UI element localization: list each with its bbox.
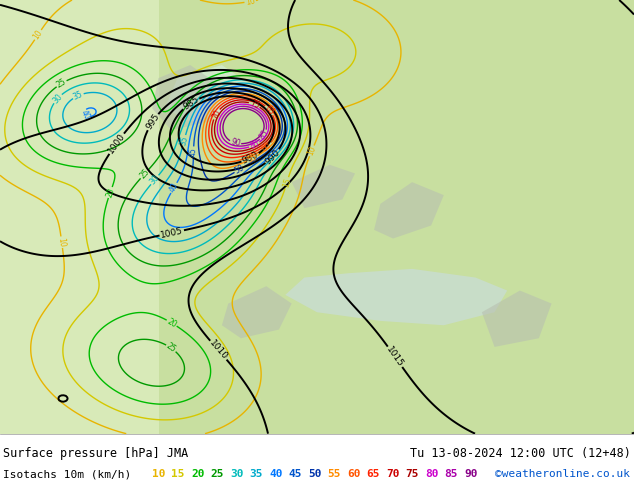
- Text: 85: 85: [444, 469, 458, 479]
- Text: 55: 55: [328, 469, 341, 479]
- Text: 75: 75: [249, 98, 261, 110]
- Text: 10: 10: [32, 28, 44, 41]
- Text: 10: 10: [245, 0, 256, 7]
- Text: 35: 35: [250, 469, 263, 479]
- Text: 35: 35: [179, 135, 190, 147]
- Polygon shape: [152, 65, 222, 130]
- Text: 1015: 1015: [385, 345, 405, 369]
- Text: 65: 65: [366, 469, 380, 479]
- Text: 25: 25: [138, 168, 151, 181]
- Text: 80: 80: [248, 139, 261, 151]
- Text: 45: 45: [288, 469, 302, 479]
- Text: 50: 50: [308, 469, 321, 479]
- Text: 30: 30: [148, 173, 161, 187]
- Text: 40: 40: [167, 181, 180, 195]
- Text: 20: 20: [191, 469, 205, 479]
- Text: 60: 60: [260, 140, 273, 153]
- Text: 990: 990: [264, 147, 282, 166]
- Text: 45: 45: [189, 147, 198, 157]
- Text: 20: 20: [105, 187, 116, 198]
- Text: 35: 35: [72, 90, 84, 102]
- Text: 30: 30: [230, 469, 243, 479]
- Text: 75: 75: [406, 469, 419, 479]
- Text: 980: 980: [241, 150, 260, 166]
- Text: 70: 70: [386, 469, 399, 479]
- Text: 70: 70: [210, 108, 223, 121]
- Text: 25: 25: [55, 77, 68, 90]
- Text: 90: 90: [230, 137, 241, 148]
- Text: 10: 10: [306, 145, 318, 157]
- Text: 985: 985: [181, 95, 200, 112]
- Polygon shape: [165, 65, 254, 122]
- Text: 65: 65: [262, 104, 276, 117]
- Text: 85: 85: [257, 128, 270, 142]
- Text: 1005: 1005: [160, 226, 184, 240]
- Text: 30: 30: [51, 92, 64, 105]
- Text: 15: 15: [172, 469, 185, 479]
- Text: 995: 995: [144, 112, 161, 131]
- Polygon shape: [374, 182, 444, 239]
- Text: 1000: 1000: [106, 132, 127, 155]
- Polygon shape: [292, 165, 355, 208]
- Text: ©weatheronline.co.uk: ©weatheronline.co.uk: [495, 469, 630, 479]
- Text: 25: 25: [210, 469, 224, 479]
- Text: Isotachs 10m (km/h): Isotachs 10m (km/h): [3, 469, 131, 479]
- Text: 40: 40: [79, 108, 91, 121]
- Text: 10: 10: [56, 237, 67, 247]
- Polygon shape: [222, 286, 292, 338]
- Text: 25: 25: [165, 342, 178, 355]
- Polygon shape: [482, 291, 552, 347]
- Text: 80: 80: [425, 469, 439, 479]
- Bar: [0, 0, 158, 434]
- Text: Surface pressure [hPa] JMA: Surface pressure [hPa] JMA: [3, 447, 188, 460]
- Text: 55: 55: [246, 152, 259, 165]
- Text: 10: 10: [152, 469, 165, 479]
- Text: 90: 90: [464, 469, 477, 479]
- Text: 20: 20: [165, 317, 178, 329]
- Text: 50: 50: [233, 163, 246, 176]
- Text: 1010: 1010: [207, 339, 230, 362]
- Text: Tu 13-08-2024 12:00 UTC (12+48): Tu 13-08-2024 12:00 UTC (12+48): [410, 447, 631, 460]
- Polygon shape: [285, 269, 507, 325]
- Text: 60: 60: [347, 469, 361, 479]
- Text: 40: 40: [269, 469, 283, 479]
- Text: 15: 15: [281, 177, 292, 189]
